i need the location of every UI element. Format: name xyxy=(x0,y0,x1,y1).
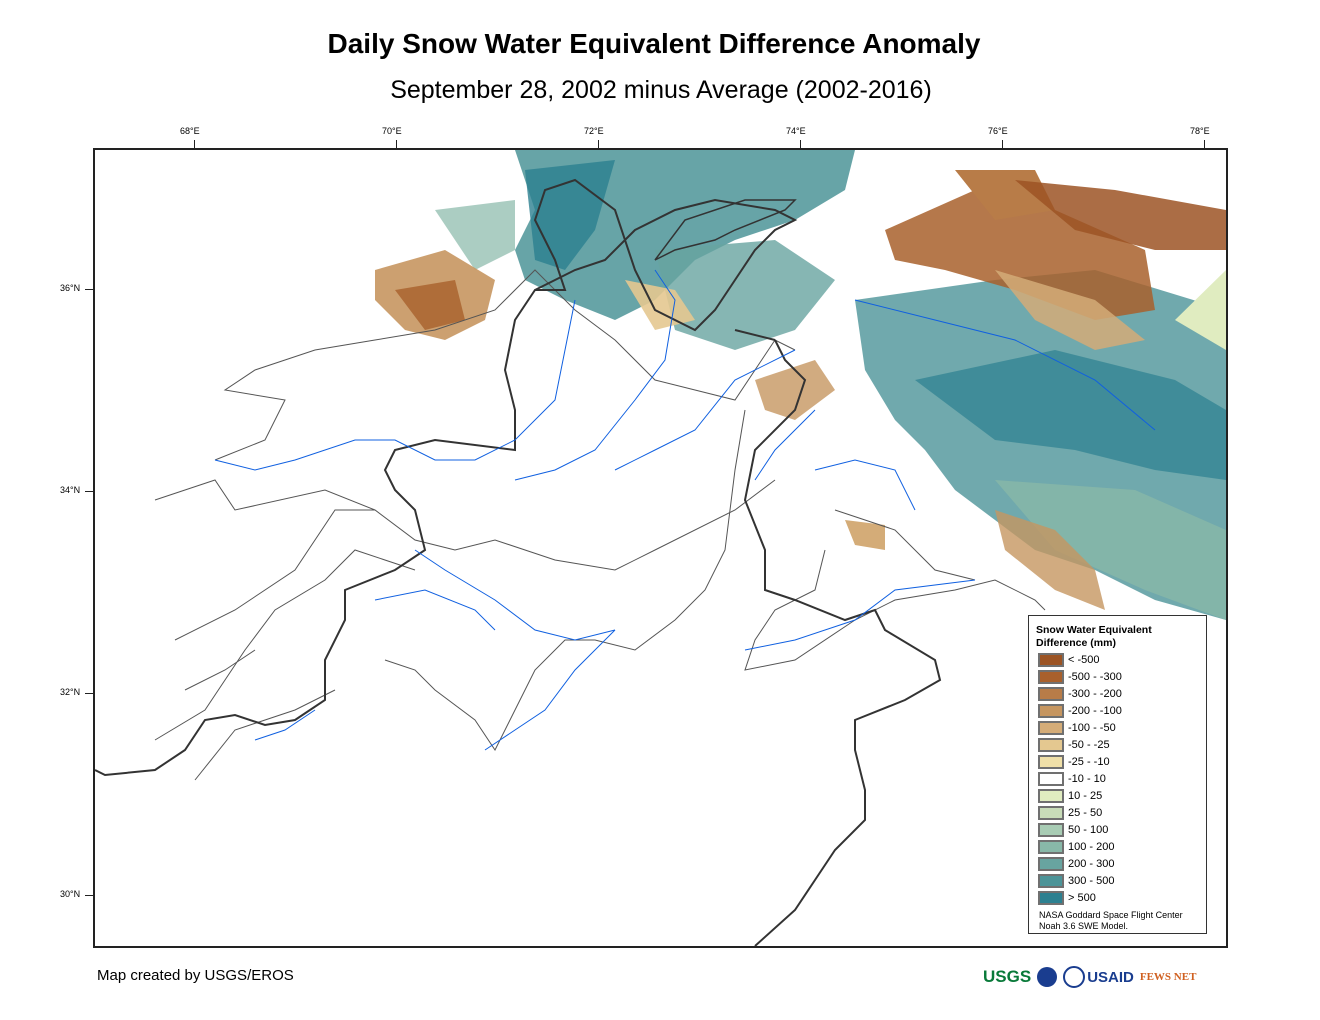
legend-note-line2: Noah 3.6 SWE Model. xyxy=(1039,921,1129,931)
usgs-logo: USGS xyxy=(983,967,1032,986)
legend-item: 100 - 200 xyxy=(1038,840,1114,854)
legend-item: < -500 xyxy=(1038,653,1100,667)
usaid-logo: USAID xyxy=(1087,968,1134,986)
legend-swatch xyxy=(1038,772,1064,786)
international-border xyxy=(95,178,942,946)
legend-item: -50 - -25 xyxy=(1038,738,1110,752)
legend-swatch xyxy=(1038,789,1064,803)
longitude-tick-mark xyxy=(598,140,599,148)
legend-swatch xyxy=(1038,755,1064,769)
legend-item: > 500 xyxy=(1038,891,1096,905)
legend-swatch xyxy=(1038,687,1064,701)
partner-logos: USGS USAID FEWS NET xyxy=(983,966,1196,988)
longitude-tick-mark xyxy=(800,140,801,148)
legend-item: 10 - 25 xyxy=(1038,789,1102,803)
legend-swatch xyxy=(1038,704,1064,718)
legend-swatch xyxy=(1038,874,1064,888)
latitude-tick-mark xyxy=(85,693,93,694)
legend-swatch xyxy=(1038,891,1064,905)
legend-item: -100 - -50 xyxy=(1038,721,1116,735)
legend-swatch xyxy=(1038,721,1064,735)
longitude-tick-mark xyxy=(1002,140,1003,148)
longitude-tick-label: 78°E xyxy=(1190,126,1210,136)
legend-source-note: NASA Goddard Space Flight Center Noah 3.… xyxy=(1039,910,1183,932)
legend-item: -10 - 10 xyxy=(1038,772,1106,786)
legend-item: -500 - -300 xyxy=(1038,670,1122,684)
positive-anomaly-terrain xyxy=(435,150,1226,620)
longitude-tick-label: 76°E xyxy=(988,126,1008,136)
legend-label: 100 - 200 xyxy=(1068,841,1115,853)
legend-item: 25 - 50 xyxy=(1038,806,1102,820)
map-subtitle: September 28, 2002 minus Average (2002-2… xyxy=(390,76,932,104)
legend-item: 50 - 100 xyxy=(1038,823,1108,837)
fewsnet-logo: FEWS NET xyxy=(1139,971,1197,983)
legend-title: Snow Water Equivalent Difference (mm) xyxy=(1036,624,1152,650)
map-frame xyxy=(93,148,1228,948)
usaid-seal-icon xyxy=(1063,966,1086,988)
legend: Snow Water Equivalent Difference (mm) < … xyxy=(1028,615,1207,934)
map-credit: Map created by USGS/EROS xyxy=(97,967,294,984)
legend-label: > 500 xyxy=(1068,892,1096,904)
legend-swatch xyxy=(1038,857,1064,871)
legend-swatch xyxy=(1038,806,1064,820)
legend-label: -100 - -50 xyxy=(1068,722,1116,734)
negative-anomaly-terrain xyxy=(375,170,1226,610)
legend-item: 300 - 500 xyxy=(1038,874,1114,888)
legend-label: -200 - -100 xyxy=(1068,705,1122,717)
latitude-tick-label: 32°N xyxy=(60,687,81,697)
map-title: Daily Snow Water Equivalent Difference A… xyxy=(327,28,981,59)
legend-swatch xyxy=(1038,840,1064,854)
legend-label: 10 - 25 xyxy=(1068,790,1103,802)
legend-note-line1: NASA Goddard Space Flight Center xyxy=(1039,910,1183,920)
latitude-tick-mark xyxy=(85,491,93,492)
legend-label: -10 - 10 xyxy=(1068,773,1106,785)
latitude-tick-label: 30°N xyxy=(60,889,81,899)
legend-swatch xyxy=(1038,670,1064,684)
legend-label: 300 - 500 xyxy=(1068,875,1115,887)
legend-item: -300 - -200 xyxy=(1038,687,1122,701)
legend-label: 25 - 50 xyxy=(1068,807,1103,819)
legend-item: -200 - -100 xyxy=(1038,704,1122,718)
longitude-tick-mark xyxy=(194,140,195,148)
longitude-tick-label: 72°E xyxy=(584,126,604,136)
longitude-tick-label: 74°E xyxy=(786,126,806,136)
legend-label: -50 - -25 xyxy=(1068,739,1110,751)
legend-label: -500 - -300 xyxy=(1068,671,1122,683)
rivers xyxy=(214,269,1156,751)
legend-item: -25 - -10 xyxy=(1038,755,1110,769)
basin-boundaries xyxy=(154,269,1046,781)
legend-swatch xyxy=(1038,738,1064,752)
map-canvas xyxy=(95,150,1226,946)
nasa-logo xyxy=(1037,967,1058,987)
longitude-tick-mark xyxy=(1204,140,1205,148)
longitude-tick-mark xyxy=(396,140,397,148)
legend-label: -25 - -10 xyxy=(1068,756,1110,768)
legend-label: 200 - 300 xyxy=(1068,858,1115,870)
longitude-tick-label: 70°E xyxy=(382,126,402,136)
legend-label: -300 - -200 xyxy=(1068,688,1122,700)
legend-item: 200 - 300 xyxy=(1038,857,1114,871)
latitude-tick-label: 36°N xyxy=(60,283,81,293)
legend-label: < -500 xyxy=(1068,654,1100,666)
latitude-tick-mark xyxy=(85,895,93,896)
longitude-tick-label: 68°E xyxy=(180,126,200,136)
legend-swatch xyxy=(1038,653,1064,667)
legend-title-line1: Snow Water Equivalent xyxy=(1036,624,1152,636)
legend-swatch xyxy=(1038,823,1064,837)
latitude-tick-mark xyxy=(85,289,93,290)
legend-label: 50 - 100 xyxy=(1068,824,1109,836)
legend-title-line2: Difference (mm) xyxy=(1036,637,1116,649)
latitude-tick-label: 34°N xyxy=(60,485,81,495)
